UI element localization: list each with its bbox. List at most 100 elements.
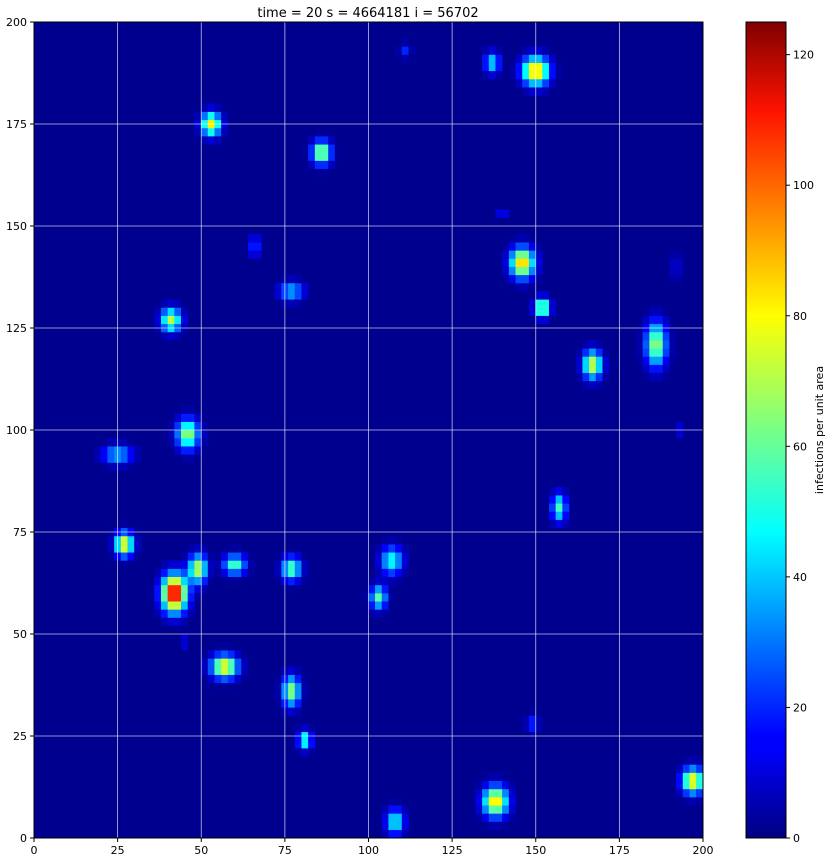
heatmap-cell (589, 372, 597, 382)
heatmap-cell (181, 601, 189, 610)
heatmap-cell (595, 356, 603, 365)
heatmap-cell (328, 144, 336, 153)
heatmap-cell (642, 307, 650, 316)
heatmap-cell (528, 282, 536, 292)
heatmap-cell (388, 813, 396, 822)
heatmap-cell (288, 690, 296, 700)
heatmap-cell (127, 552, 135, 561)
heatmap-cell (689, 756, 697, 765)
heatmap-cell (555, 511, 563, 520)
heatmap-cell (214, 568, 222, 578)
heatmap-cell (201, 650, 209, 659)
heatmap-cell (528, 707, 536, 716)
heatmap-cell (167, 576, 175, 586)
y-tick-label: 150 (6, 220, 27, 233)
heatmap-cell (548, 511, 556, 520)
heatmap-cell (201, 544, 209, 553)
heatmap-cell (167, 609, 175, 618)
heatmap-cell (535, 715, 543, 724)
heatmap-cell (522, 54, 530, 63)
x-tick-label: 100 (358, 844, 379, 857)
heatmap-cell (241, 650, 249, 659)
heatmap-cell (227, 674, 235, 684)
heatmap-cell (160, 307, 168, 316)
heatmap-cell (676, 788, 684, 798)
heatmap-cell (508, 258, 516, 267)
heatmap-cell (187, 405, 195, 414)
heatmap-cell (542, 315, 550, 325)
heatmap-cell (314, 152, 322, 161)
heatmap-cell (154, 315, 162, 325)
heatmap-cell (482, 813, 490, 822)
heatmap-cell (682, 756, 690, 765)
heatmap-cell (294, 560, 302, 569)
heatmap-cell (676, 266, 684, 276)
heatmap-cell (535, 250, 543, 259)
heatmap-cell (301, 552, 309, 561)
heatmap-cell (361, 593, 369, 602)
heatmap-cell (669, 356, 677, 365)
heatmap-cell (221, 658, 229, 667)
heatmap-cell (274, 560, 282, 569)
heatmap-cell (689, 764, 697, 773)
heatmap-cell (187, 413, 195, 422)
heatmap-cell (548, 54, 556, 63)
heatmap-cell (495, 821, 503, 830)
heatmap-cell (288, 274, 296, 284)
heatmap-cell (676, 274, 684, 284)
heatmap-cells (94, 38, 704, 839)
heatmap-cell (528, 78, 536, 88)
heatmap-cell (595, 364, 603, 374)
heatmap-cell (508, 266, 516, 276)
heatmap-cell (301, 748, 309, 757)
heatmap-cell (508, 234, 516, 243)
heatmap-cell (214, 103, 222, 112)
heatmap-cell (321, 152, 329, 161)
heatmap-cell (207, 560, 215, 569)
heatmap-cell (535, 46, 543, 55)
heatmap-cell (662, 356, 670, 365)
heatmap-cell (696, 764, 704, 773)
heatmap-cell (127, 446, 135, 455)
heatmap-cell (160, 331, 168, 341)
heatmap-cell (555, 62, 563, 72)
heatmap-cell (388, 568, 396, 578)
heatmap-cell (696, 772, 704, 782)
heatmap-cell (575, 364, 583, 374)
heatmap-cell (308, 160, 316, 170)
heatmap-cell (207, 103, 215, 112)
heatmap-cell (542, 299, 550, 308)
heatmap-cell (221, 642, 229, 651)
heatmap-cell (274, 682, 282, 692)
heatmap-cell (375, 560, 383, 569)
heatmap-cell (515, 78, 523, 88)
heatmap-cell (528, 299, 536, 308)
heatmap-cell (227, 642, 235, 651)
heatmap-cell (154, 601, 162, 610)
colorbar-tick-label: 120 (793, 49, 814, 62)
heatmap-cell (589, 348, 597, 357)
heatmap-cell (201, 584, 209, 594)
heatmap-cell (562, 511, 570, 520)
heatmap-cell (174, 315, 182, 325)
heatmap-cell (528, 715, 536, 724)
heatmap-cell (107, 535, 115, 545)
heatmap-cell (294, 723, 302, 733)
heatmap-cell (194, 544, 202, 553)
heatmap-cell (288, 674, 296, 684)
heatmap-cell (94, 446, 102, 455)
heatmap-cell (294, 699, 302, 708)
heatmap-cell (388, 544, 396, 553)
heatmap-cell (254, 234, 262, 243)
heatmap-cell (522, 266, 530, 276)
heatmap-cell (662, 364, 670, 374)
heatmap-cell (542, 291, 550, 300)
heatmap-cell (696, 797, 704, 806)
heatmap-cell (562, 495, 570, 504)
heatmap-cell (548, 299, 556, 308)
heatmap-cell (515, 266, 523, 276)
heatmap-cell (482, 46, 490, 55)
heatmap-cell (508, 70, 516, 80)
heatmap-cell (528, 274, 536, 284)
heatmap-cell (160, 617, 168, 626)
